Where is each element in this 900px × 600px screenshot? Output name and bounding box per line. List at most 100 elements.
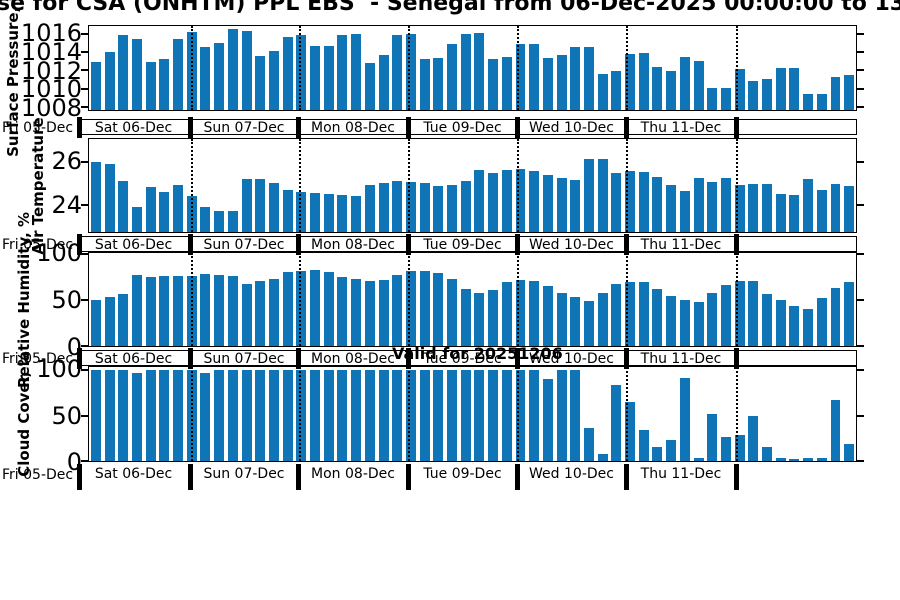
bar [104,163,115,232]
bar [405,370,416,461]
day-divider [406,117,411,138]
bar [542,286,553,346]
bar [433,186,444,232]
bar [611,173,622,232]
tick-mark [857,252,864,255]
bar [296,370,307,461]
day-divider [296,348,301,369]
x-axis-row: Sat 06-Dec Sun 07-Dec Mon 08-Dec Tue 09-Dec… [77,348,857,369]
bar [460,288,471,346]
bar [501,282,512,346]
day-boundary-gridline [516,367,519,461]
bar [419,183,430,232]
bar [378,55,389,110]
bar [296,271,307,346]
day-boundary-gridline [735,26,738,110]
bar [433,370,444,461]
day-label: Tue 09-Dec [423,120,502,136]
day-label: Thu 11-Dec [640,120,722,136]
tick-mark [81,298,88,301]
bar [159,275,170,346]
bar [488,58,499,110]
bar [707,87,718,110]
y-tick-label: 100 [36,355,82,384]
x-axis-row: Sat 06-Dec Sun 07-Dec Mon 08-Dec Tue 09-Dec… [77,117,857,138]
bar [830,76,841,110]
bar [241,370,252,461]
bar [652,66,663,110]
bar [679,190,690,232]
day-boundary-gridline [516,139,519,232]
day-boundary-gridline [625,139,628,232]
day-boundary-gridline [191,139,193,232]
bar [625,171,636,232]
bar [474,170,485,232]
bar [447,185,457,232]
bar [625,282,636,346]
bar [748,80,759,110]
bar [693,301,704,346]
bar [844,282,855,346]
bar [748,280,759,346]
day-label: Wed 10-Dec [529,237,614,253]
tick-mark [857,105,864,108]
bar [515,279,526,346]
bar [803,94,814,110]
bar [255,370,266,461]
tick-mark [81,252,88,255]
bar [474,370,485,461]
bar [666,185,677,232]
bar [282,272,293,346]
bar [556,55,567,110]
day-boundary-gridline [625,367,628,461]
tick-mark [81,345,88,347]
bar [378,279,389,346]
day-boundary-gridline [191,26,193,110]
x-axis-row: Sat 06-Dec Sun 07-Dec Mon 08-Dec Tue 09-Dec… [77,234,857,255]
day-divider [515,234,520,255]
y-tick-label: 24 [51,191,82,220]
bar [337,35,348,110]
bar [104,370,115,461]
day-divider [188,348,193,369]
bar [501,170,512,232]
bar [323,193,334,232]
tick-mark [857,369,864,372]
bar [844,186,855,232]
bar [268,183,279,232]
tick-mark [81,87,88,90]
bar [734,280,745,346]
bar [227,275,238,346]
bar [118,35,129,110]
bar [405,182,416,232]
bar [720,437,731,461]
tick-mark [81,414,88,417]
bar [652,447,663,461]
day-divider [734,348,739,369]
bar [652,288,663,346]
tick-mark [857,414,864,417]
bar [652,176,663,232]
bar [173,275,184,346]
day-label: Sun 07-Dec [203,466,285,482]
y-tick-label: 1008 [20,93,82,122]
pressure-panel [81,25,864,111]
day-label: Tue 09-Dec [423,351,502,367]
bar [720,87,731,110]
bar [214,43,225,110]
bar [118,294,129,346]
tick-mark [857,345,864,347]
bar [556,177,567,232]
bar [268,370,279,461]
bar [748,416,759,461]
bar [405,271,416,346]
bar [570,46,581,110]
bar [392,35,403,110]
bar [625,54,636,110]
day-divider [624,348,629,369]
bar [816,189,827,232]
bar [515,169,526,232]
bar [556,370,567,461]
bar [803,309,814,346]
bar [611,284,622,346]
